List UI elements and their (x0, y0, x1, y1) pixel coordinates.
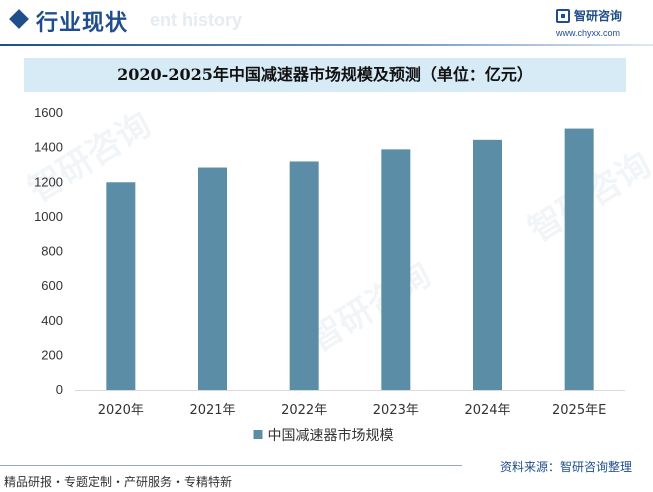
chart-title: 2020-2025年中国减速器市场规模及预测（单位：亿元） (117, 65, 533, 84)
footer-tagline: 精品研报・专题定制・产研服务・专精特新 (4, 475, 233, 489)
brand-logo: 智研咨询 www.chyxx.com (556, 6, 648, 42)
bar (473, 139, 502, 390)
x-tick-label: 2024年 (464, 403, 510, 418)
logo-icon (556, 9, 570, 23)
page-title: 行业现状 (36, 11, 129, 36)
x-tick-label: 2023年 (373, 403, 419, 418)
x-tick-label: 2020年 (98, 403, 144, 418)
source-note: 资料来源：智研咨询整理 (500, 460, 633, 474)
y-tick-label: 600 (41, 278, 63, 293)
legend-label: 中国减速器市场规模 (268, 427, 394, 444)
y-tick-label: 800 (41, 244, 63, 259)
x-tick-label: 2022年 (281, 403, 327, 418)
bar (564, 128, 594, 391)
logo-name: 智研咨询 (574, 9, 623, 23)
legend-swatch (253, 430, 263, 439)
bar (106, 182, 136, 390)
y-tick-label: 1000 (34, 209, 63, 224)
y-tick-label: 1400 (34, 140, 63, 155)
header-ghost-text: ent history (150, 10, 243, 30)
header-divider (0, 44, 653, 46)
bar (289, 161, 319, 390)
logo-url: www.chyxx.com (556, 28, 621, 38)
y-tick-label: 400 (41, 313, 63, 328)
footer-divider (0, 465, 462, 466)
y-tick-label: 1200 (34, 174, 63, 189)
y-tick-label: 1600 (34, 105, 63, 120)
header: 行业现状 ent history 智研咨询 www.chyxx.com (0, 0, 653, 44)
chart-title-band: 2020-2025年中国减速器市场规模及预测（单位：亿元） (24, 58, 626, 92)
y-tick-label: 0 (56, 382, 63, 397)
bar (198, 167, 227, 390)
x-tick-label: 2021年 (189, 403, 235, 418)
bar (381, 149, 411, 390)
x-tick-label: 2025年E (552, 403, 606, 418)
y-tick-label: 200 (41, 347, 63, 362)
